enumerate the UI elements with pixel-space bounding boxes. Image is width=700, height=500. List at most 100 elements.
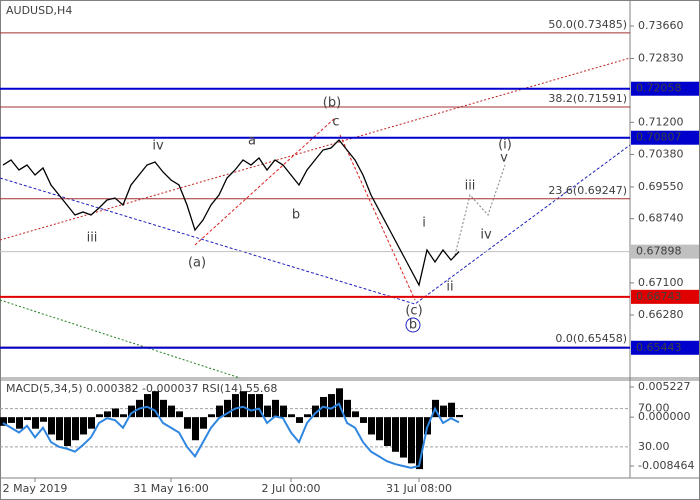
macd-bar bbox=[232, 394, 239, 418]
wave-label: v bbox=[500, 151, 508, 166]
macd-bar bbox=[200, 417, 207, 429]
wave-label: (a) bbox=[188, 256, 206, 271]
macd-bar bbox=[88, 417, 95, 429]
macd-bar bbox=[168, 405, 175, 418]
wave-label: c bbox=[332, 115, 339, 130]
macd-bar bbox=[216, 405, 223, 418]
y-tick-label: 0.000000 bbox=[638, 410, 691, 423]
macd-bar bbox=[176, 411, 183, 418]
macd-bar bbox=[24, 417, 31, 421]
y-tick-label: 0.71200 bbox=[638, 115, 684, 128]
macd-bar bbox=[32, 417, 39, 429]
macd-bar bbox=[448, 402, 455, 418]
price-line bbox=[2, 139, 460, 287]
trend-line bbox=[0, 57, 631, 241]
fib-label: 38.2(0.71591) bbox=[548, 92, 627, 105]
y-tick-label: 0.68740 bbox=[638, 212, 684, 225]
level-label: 0.70807 bbox=[636, 131, 682, 144]
level-label: 0.72058 bbox=[636, 82, 682, 95]
chart-title: AUDUSD,H4 bbox=[6, 4, 72, 17]
level-box bbox=[631, 289, 699, 304]
macd-bar bbox=[376, 417, 383, 441]
wave-label: (c) bbox=[405, 304, 422, 319]
y-tick-label: 0.70380 bbox=[638, 147, 684, 160]
macd-bar bbox=[0, 417, 7, 426]
macd-bar bbox=[144, 394, 151, 418]
fib-label: 23.6(0.69247) bbox=[548, 184, 627, 197]
y-tick-label: -0.008464 bbox=[638, 459, 694, 472]
indicator-title: MACD(5,34,5) 0.000382 -0.000037 RSI(14) … bbox=[6, 382, 277, 395]
macd-bar bbox=[280, 405, 287, 418]
wave-label: a bbox=[248, 134, 256, 149]
wave-label: (b) bbox=[323, 96, 341, 111]
macd-bar bbox=[248, 394, 255, 418]
level-box bbox=[631, 340, 699, 355]
y-tick-label: 0.005227 bbox=[638, 380, 691, 393]
wave-circle bbox=[405, 317, 421, 333]
rsi-line bbox=[2, 402, 460, 469]
macd-bar bbox=[344, 399, 351, 418]
macd-bar bbox=[104, 411, 111, 418]
macd-bar bbox=[128, 405, 135, 418]
wave-label: b bbox=[292, 208, 300, 223]
x-tick-label: 31 Jul 08:00 bbox=[386, 482, 452, 495]
macd-bar bbox=[40, 417, 47, 422]
level-box bbox=[631, 244, 699, 259]
wave-line bbox=[339, 134, 416, 301]
macd-bar bbox=[288, 414, 295, 418]
macd-bar bbox=[416, 417, 423, 470]
macd-bar bbox=[72, 417, 79, 441]
wave-label: iv bbox=[152, 139, 164, 154]
wave-label: iii bbox=[465, 179, 476, 194]
x-tick-label: 31 May 16:00 bbox=[133, 482, 208, 495]
wave-line bbox=[194, 117, 336, 246]
macd-bar bbox=[192, 417, 199, 441]
macd-bar bbox=[152, 391, 159, 418]
macd-bar bbox=[112, 408, 119, 418]
macd-bar bbox=[384, 417, 391, 447]
wave-label: iii bbox=[87, 231, 98, 246]
fib-label: 0.0(0.65458) bbox=[555, 332, 627, 345]
macd-bar bbox=[256, 394, 263, 418]
macd-bar bbox=[408, 417, 415, 464]
y-tick-label: 0.73660 bbox=[638, 19, 684, 32]
trend-line bbox=[0, 144, 631, 305]
wave-label: i bbox=[422, 216, 426, 231]
y2-tick-label: 70.00 bbox=[638, 402, 670, 415]
wave-label: b bbox=[409, 318, 417, 333]
macd-bar bbox=[208, 414, 215, 418]
wave-label: (i) bbox=[498, 138, 512, 153]
macd-bar bbox=[184, 417, 191, 429]
trend-lines bbox=[0, 57, 631, 379]
macd-bar bbox=[56, 417, 63, 441]
macd-bar bbox=[296, 417, 303, 423]
level-label: 0.65443 bbox=[636, 341, 682, 354]
macd-bar bbox=[120, 414, 127, 418]
macd-bar bbox=[240, 391, 247, 418]
macd-bar bbox=[96, 414, 103, 418]
x-tick-label: 2 May 2019 bbox=[3, 482, 68, 495]
macd-bar bbox=[328, 394, 335, 418]
y-tick-label: 0.66280 bbox=[638, 308, 684, 321]
macd-bar bbox=[80, 417, 87, 435]
macd-bar bbox=[8, 417, 15, 423]
wave-label: iv bbox=[480, 228, 492, 243]
level-label: 0.66743 bbox=[636, 290, 682, 303]
x-tick-label: 2 Jul 00:00 bbox=[262, 482, 321, 495]
level-box bbox=[631, 81, 699, 96]
macd-bar bbox=[224, 399, 231, 418]
macd-bar bbox=[360, 417, 367, 423]
fib-label: 50.0(0.73485) bbox=[548, 18, 627, 31]
y-tick-label: 0.72830 bbox=[638, 52, 684, 65]
macd-bar bbox=[64, 417, 71, 447]
macd-bar bbox=[440, 405, 447, 418]
macd-bar bbox=[368, 417, 375, 435]
level-label: 0.67898 bbox=[636, 245, 682, 258]
macd-bar bbox=[304, 414, 311, 418]
macd-bar bbox=[272, 399, 279, 418]
macd-bar bbox=[456, 414, 463, 418]
macd-bar bbox=[312, 405, 319, 418]
macd-bar bbox=[264, 405, 271, 418]
y-tick-label: 0.67100 bbox=[638, 276, 684, 289]
